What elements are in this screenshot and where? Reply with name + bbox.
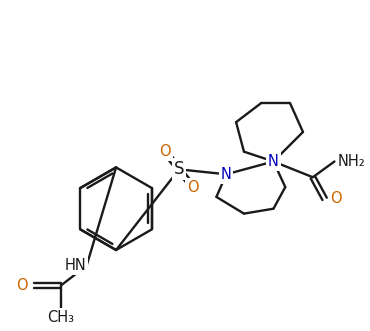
Text: O: O — [330, 191, 342, 206]
Text: O: O — [187, 179, 199, 195]
Text: N: N — [268, 154, 279, 169]
Text: NH₂: NH₂ — [337, 154, 365, 169]
Text: HN: HN — [65, 258, 87, 273]
Text: S: S — [174, 160, 184, 178]
Text: O: O — [159, 144, 171, 159]
Text: N: N — [221, 167, 232, 182]
Text: O: O — [16, 278, 27, 293]
Text: CH₃: CH₃ — [47, 310, 74, 325]
